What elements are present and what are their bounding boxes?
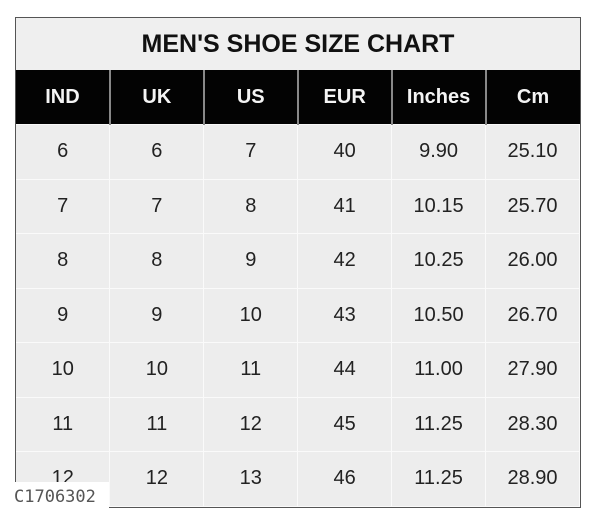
chart-title: MEN'S SHOE SIZE CHART [16,18,580,70]
cell-uk: 8 [109,233,205,289]
cell-us: 12 [203,396,299,452]
cell-cm: 25.70 [485,178,580,234]
table-row: 7 7 8 41 10.15 25.70 [16,178,580,234]
cell-inches: 9.90 [391,124,487,180]
cell-inches: 10.25 [391,233,487,289]
cell-ind: 6 [16,124,111,180]
size-table: IND UK US EUR Inches Cm 6 6 7 40 9.90 25.10 7 7 8 41 10… [16,70,580,507]
table-row: 8 8 9 42 10.25 26.00 [16,233,580,289]
table-row: 10 10 11 44 11.00 27.90 [16,342,580,398]
cell-eur: 42 [297,233,393,289]
cell-inches: 11.00 [391,342,487,398]
column-header-cm: Cm [484,70,580,125]
cell-eur: 41 [297,178,393,234]
cell-uk: 12 [109,451,205,507]
cell-eur: 40 [297,124,393,180]
cell-inches: 11.25 [391,396,487,452]
table-row: 9 9 10 43 10.50 26.70 [16,287,580,343]
cell-eur: 44 [297,342,393,398]
cell-cm: 26.70 [485,287,580,343]
cell-cm: 28.30 [485,396,580,452]
cell-eur: 43 [297,287,393,343]
cell-us: 10 [203,287,299,343]
cell-uk: 10 [109,342,205,398]
cell-cm: 27.90 [485,342,580,398]
product-code: C1706302 [13,482,109,510]
cell-us: 13 [203,451,299,507]
cell-us: 11 [203,342,299,398]
cell-us: 7 [203,124,299,180]
size-chart: MEN'S SHOE SIZE CHART IND UK US EUR Inches Cm… [15,17,581,508]
column-header-eur: EUR [296,70,392,125]
column-header-us: US [202,70,298,125]
cell-inches: 10.50 [391,287,487,343]
header-row: IND UK US EUR Inches Cm [16,70,580,125]
cell-ind: 8 [16,233,111,289]
column-header-ind: IND [16,70,110,125]
cell-cm: 26.00 [485,233,580,289]
cell-us: 8 [203,178,299,234]
column-header-inches: Inches [390,70,486,125]
cell-inches: 11.25 [391,451,487,507]
cell-inches: 10.15 [391,178,487,234]
cell-uk: 6 [109,124,205,180]
cell-us: 9 [203,233,299,289]
cell-uk: 11 [109,396,205,452]
cell-ind: 9 [16,287,111,343]
table-row: 6 6 7 40 9.90 25.10 [16,124,580,180]
cell-uk: 7 [109,178,205,234]
cell-eur: 45 [297,396,393,452]
cell-ind: 7 [16,178,111,234]
table-row: 11 11 12 45 11.25 28.30 [16,396,580,452]
cell-ind: 10 [16,342,111,398]
cell-cm: 25.10 [485,124,580,180]
cell-ind: 11 [16,396,111,452]
cell-eur: 46 [297,451,393,507]
cell-uk: 9 [109,287,205,343]
column-header-uk: UK [108,70,204,125]
cell-cm: 28.90 [485,451,580,507]
